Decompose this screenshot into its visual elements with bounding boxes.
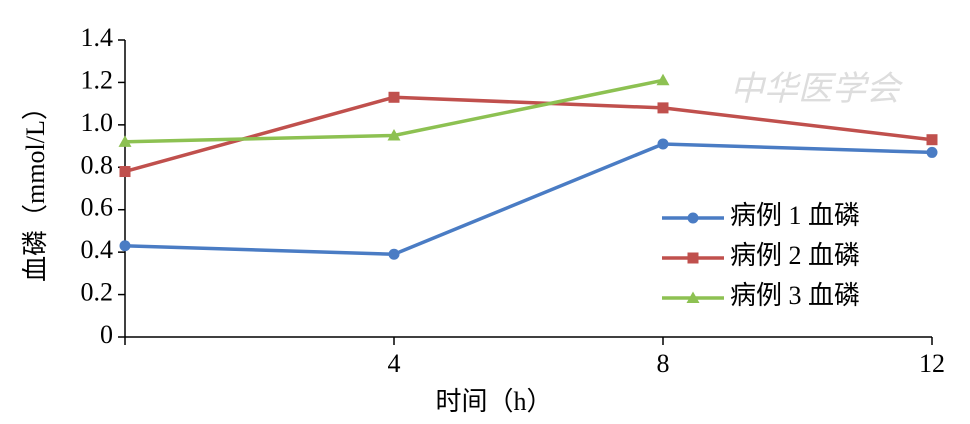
series-line — [124, 95, 933, 174]
y-tick-label: 1.0 — [81, 108, 114, 137]
y-tick-label: 0 — [100, 320, 113, 349]
point — [388, 248, 400, 260]
legend-marker — [687, 252, 699, 264]
y-tick-label: 0.8 — [81, 150, 114, 179]
legend-marker — [687, 212, 699, 224]
legend-label: 病例 3 血磷 — [730, 281, 860, 310]
y-tick-label: 0.4 — [81, 235, 114, 264]
point — [926, 134, 938, 146]
point — [657, 138, 669, 150]
point — [388, 91, 400, 103]
y-axis-label: 血磷（mmol/L） — [21, 94, 50, 282]
y-tick-label: 1.4 — [81, 23, 114, 52]
watermark: 中华医学会 — [730, 71, 904, 108]
point — [926, 146, 938, 158]
y-tick-label: 0.2 — [81, 278, 114, 307]
x-tick-label: 4 — [388, 349, 401, 378]
x-tick-label: 12 — [919, 349, 945, 378]
point — [119, 240, 131, 252]
point — [656, 73, 670, 86]
legend-label: 病例 2 血磷 — [730, 241, 860, 270]
x-tick-label: 8 — [657, 349, 670, 378]
point — [119, 166, 131, 178]
series-line — [124, 142, 933, 257]
legend-marker — [686, 291, 700, 303]
point — [387, 128, 401, 141]
y-tick-label: 1.2 — [81, 65, 114, 94]
point — [657, 102, 669, 114]
y-tick-label: 0.6 — [81, 193, 114, 222]
point — [118, 135, 132, 147]
x-axis-label: 时间（h） — [435, 387, 552, 416]
legend-label: 病例 1 血磷 — [730, 201, 860, 230]
